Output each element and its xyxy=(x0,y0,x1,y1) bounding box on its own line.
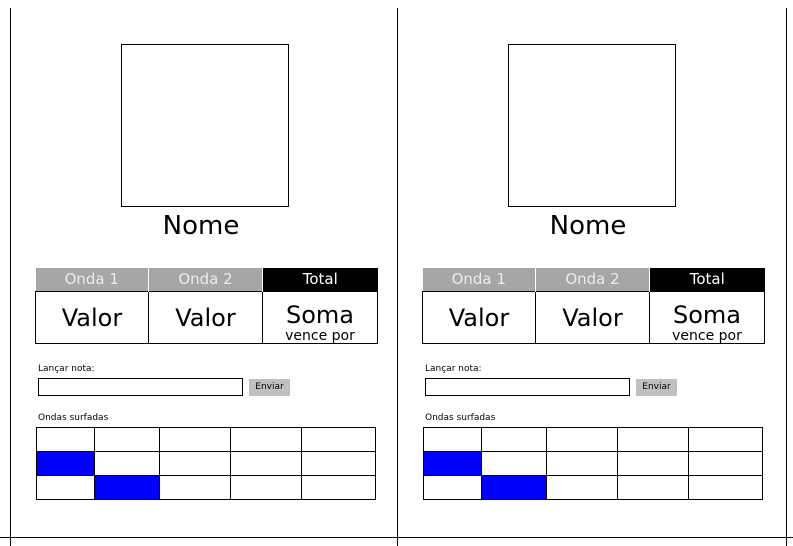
header-wave-1: Onda 1 xyxy=(35,268,149,292)
waves-surfed-label: Ondas surfadas xyxy=(38,413,109,423)
wave-cell[interactable] xyxy=(230,451,302,476)
launch-score-label: Lançar nota: xyxy=(38,364,95,374)
bottom-rule xyxy=(0,537,793,538)
header-wave-2: Onda 2 xyxy=(535,268,650,292)
wave-cell[interactable] xyxy=(481,427,547,452)
wave-cell[interactable] xyxy=(688,427,763,452)
waves-surfed-grid xyxy=(423,427,763,500)
send-button[interactable]: Enviar xyxy=(636,379,677,396)
page-frame xyxy=(10,8,787,546)
wave-cell-marked[interactable] xyxy=(36,451,95,476)
waves-grid-row xyxy=(423,451,763,476)
total-sum: Soma xyxy=(672,300,741,329)
wave-cell[interactable] xyxy=(36,427,95,452)
wave-cell[interactable] xyxy=(230,427,302,452)
wave-cell[interactable] xyxy=(301,451,376,476)
competitor-panel-1: Nome Onda 1 Onda 2 Total Valor Valor Som… xyxy=(11,0,397,546)
value-total: Soma vence por xyxy=(262,291,378,344)
waves-grid-row xyxy=(36,451,376,476)
wave-cell[interactable] xyxy=(688,475,763,500)
total-wins-by: vence por xyxy=(672,327,742,344)
waves-grid-row xyxy=(423,475,763,500)
wave-cell[interactable] xyxy=(94,451,160,476)
wave-cell[interactable] xyxy=(546,427,618,452)
wave-cell[interactable] xyxy=(481,451,547,476)
waves-grid-row xyxy=(36,475,376,500)
wave-cell[interactable] xyxy=(617,475,689,500)
wave-cell[interactable] xyxy=(230,475,302,500)
send-button[interactable]: Enviar xyxy=(249,379,290,396)
launch-score-input[interactable] xyxy=(425,378,630,396)
wave-cell[interactable] xyxy=(36,475,95,500)
header-total: Total xyxy=(262,268,378,292)
launch-score-label: Lançar nota: xyxy=(425,364,482,374)
wave-cell[interactable] xyxy=(423,475,482,500)
wave-cell[interactable] xyxy=(94,427,160,452)
wave-cell[interactable] xyxy=(617,451,689,476)
competitor-photo xyxy=(508,44,676,207)
competitor-name: Nome xyxy=(549,211,627,241)
competitor-photo xyxy=(121,44,289,207)
wave-cell[interactable] xyxy=(617,427,689,452)
waves-surfed-label: Ondas surfadas xyxy=(425,413,496,423)
wave-cell[interactable] xyxy=(546,451,618,476)
header-wave-2: Onda 2 xyxy=(148,268,263,292)
launch-score-input[interactable] xyxy=(38,378,243,396)
wave-cell-marked[interactable] xyxy=(423,451,482,476)
center-divider xyxy=(397,8,398,546)
wave-cell[interactable] xyxy=(546,475,618,500)
wave-cell[interactable] xyxy=(301,427,376,452)
value-wave-2: Valor xyxy=(535,291,650,344)
total-sum: Soma xyxy=(285,300,354,329)
wave-cell-marked[interactable] xyxy=(481,475,547,500)
score-table: Onda 1 Onda 2 Total Valor Valor Soma ven… xyxy=(422,268,765,344)
value-wave-1: Valor xyxy=(422,291,536,344)
wave-cell[interactable] xyxy=(159,475,231,500)
competitor-panel-2: Nome Onda 1 Onda 2 Total Valor Valor Som… xyxy=(398,0,784,546)
wave-cell-marked[interactable] xyxy=(94,475,160,500)
waves-surfed-grid xyxy=(36,427,376,500)
waves-grid-row xyxy=(36,427,376,452)
competitor-name: Nome xyxy=(162,211,240,241)
header-wave-1: Onda 1 xyxy=(422,268,536,292)
wave-cell[interactable] xyxy=(301,475,376,500)
value-wave-1: Valor xyxy=(35,291,149,344)
wave-cell[interactable] xyxy=(423,427,482,452)
wave-cell[interactable] xyxy=(159,451,231,476)
score-table: Onda 1 Onda 2 Total Valor Valor Soma ven… xyxy=(35,268,378,344)
total-wins-by: vence por xyxy=(285,327,355,344)
wave-cell[interactable] xyxy=(688,451,763,476)
value-total: Soma vence por xyxy=(649,291,765,344)
waves-grid-row xyxy=(423,427,763,452)
wave-cell[interactable] xyxy=(159,427,231,452)
header-total: Total xyxy=(649,268,765,292)
value-wave-2: Valor xyxy=(148,291,263,344)
